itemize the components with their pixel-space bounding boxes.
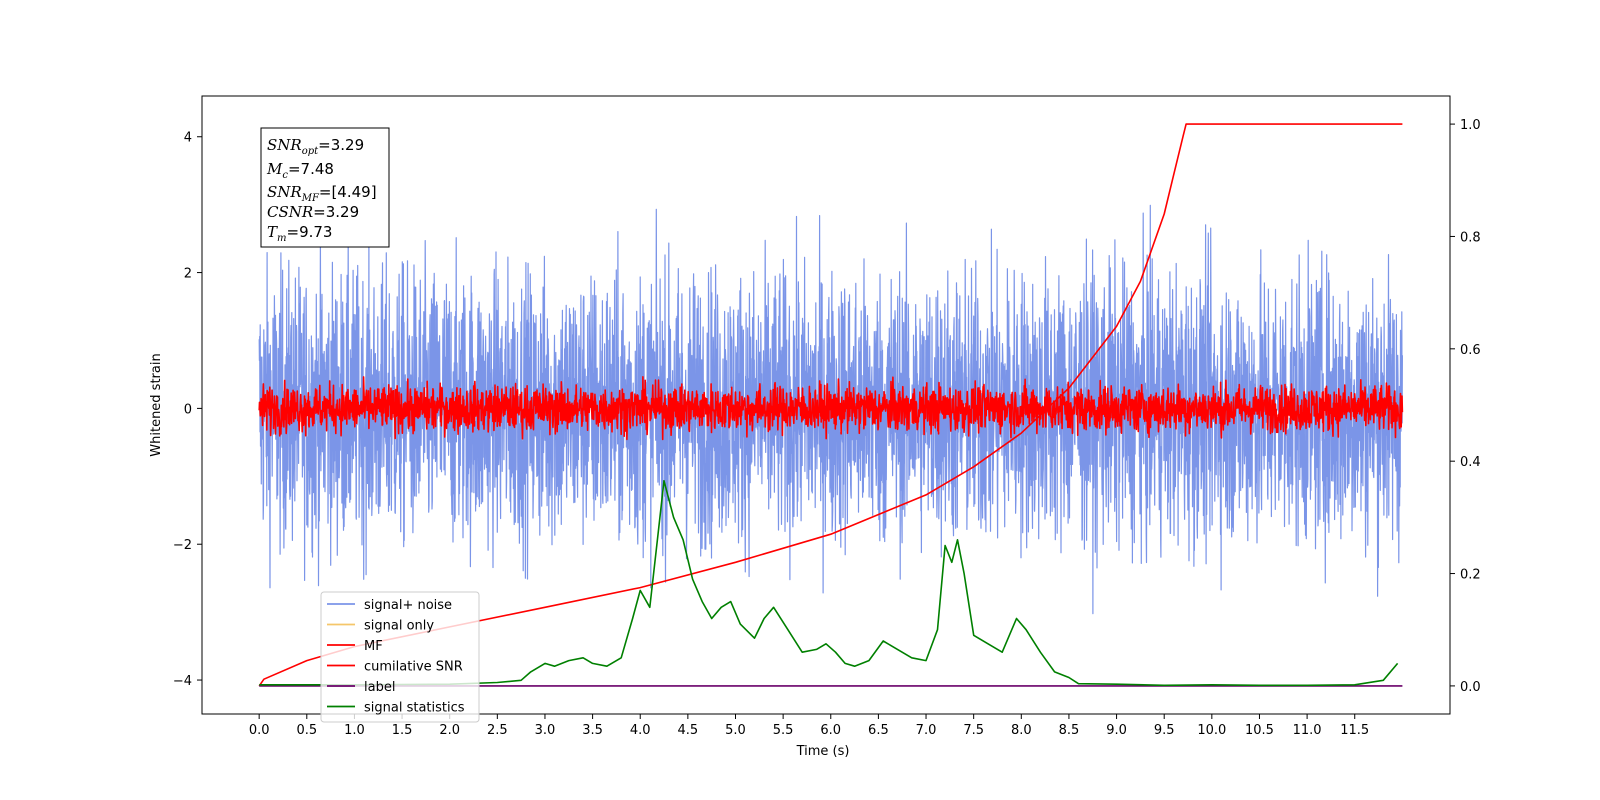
x-tick-label: 2.5	[487, 723, 508, 738]
y-axis-left: −4 −2 0 2 4	[173, 131, 202, 689]
x-tick-label: 7.0	[916, 723, 937, 738]
y2-tick-label: 1.0	[1460, 118, 1481, 133]
annotation-box: SNRopt=3.29 Mc=7.48 SNRMF=[4.49] CSNR=3.…	[260, 127, 390, 248]
x-axis: 0.0 0.5 1.0 1.5 2.0 2.5 3.0 3.5 4.0 4.5 5.0 5.5 6.0 6…	[249, 714, 1369, 738]
annotation-mc: Mc=7.48	[266, 160, 334, 181]
x-tick-label: 5.0	[725, 723, 746, 738]
y-tick-label: 4	[184, 131, 192, 146]
x-tick-label: 11.0	[1293, 723, 1322, 738]
y-axis-label: Whitened strain	[149, 353, 164, 456]
x-tick-label: 10.0	[1197, 723, 1226, 738]
legend-label-signal-statistics: signal statistics	[364, 701, 465, 716]
annotation-snr-mf: SNRMF=[4.49]	[267, 183, 377, 204]
y2-tick-label: 0.4	[1460, 455, 1481, 470]
annotation-tm: Tm=9.73	[267, 223, 332, 244]
x-tick-label: 4.0	[630, 723, 651, 738]
annotation-csnr: CSNR=3.29	[267, 203, 359, 221]
y-tick-label: −4	[173, 674, 192, 689]
x-tick-label: 4.5	[678, 723, 699, 738]
y-tick-label: −2	[173, 538, 192, 553]
legend-label-signal-only: signal only	[364, 619, 434, 634]
y-tick-label: 2	[184, 267, 192, 282]
y-axis-right: 0.0 0.2 0.4 0.6 0.8 1.0	[1450, 118, 1481, 695]
legend: signal+ noise signal only MF cumilative SNR…	[320, 591, 480, 723]
x-tick-label: 8.5	[1059, 723, 1080, 738]
legend-label-label: label	[364, 680, 395, 695]
y2-tick-label: 0.2	[1460, 568, 1481, 583]
x-tick-label: 9.5	[1154, 723, 1175, 738]
series-signal-statistics	[259, 480, 1399, 687]
x-tick-label: 2.0	[439, 723, 460, 738]
x-tick-label: 6.5	[868, 723, 889, 738]
x-tick-label: 1.5	[392, 723, 413, 738]
x-tick-label: 3.0	[535, 723, 556, 738]
y-tick-label: 0	[184, 402, 192, 417]
legend-label-mf: MF	[364, 639, 383, 654]
legend-label-cumilative-snr: cumilative SNR	[364, 660, 463, 675]
plot-frame	[201, 95, 1451, 715]
legend-label-signal-noise: signal+ noise	[364, 598, 452, 613]
x-tick-label: 8.0	[1011, 723, 1032, 738]
series-mf	[258, 376, 1404, 441]
y2-tick-label: 0.0	[1460, 680, 1481, 695]
x-tick-label: 6.0	[820, 723, 841, 738]
x-tick-label: 11.5	[1340, 723, 1369, 738]
x-tick-label: 10.5	[1245, 723, 1274, 738]
x-tick-label: 0.5	[296, 723, 317, 738]
x-tick-label: 1.0	[344, 723, 365, 738]
x-tick-label: 9.0	[1106, 723, 1127, 738]
y2-tick-label: 0.6	[1460, 343, 1481, 358]
x-tick-label: 5.5	[773, 723, 794, 738]
annotation-snr-opt: SNRopt=3.29	[267, 136, 364, 157]
y2-tick-label: 0.8	[1460, 230, 1481, 245]
series-signal-noise	[258, 204, 1403, 615]
x-axis-label: Time (s)	[796, 744, 850, 759]
x-tick-label: 3.5	[582, 723, 603, 738]
x-tick-label: 0.0	[249, 723, 270, 738]
x-tick-label: 7.5	[963, 723, 984, 738]
